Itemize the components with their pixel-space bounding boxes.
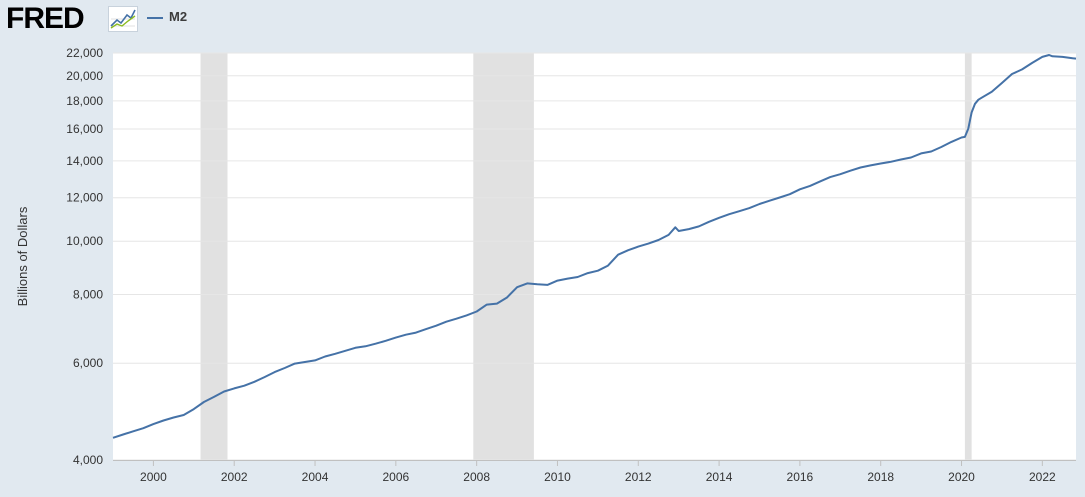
y-tick-label: 22,000 <box>66 46 103 60</box>
y-tick-label: 12,000 <box>66 191 103 205</box>
y-tick-label: 10,000 <box>66 234 103 248</box>
y-tick-label: 4,000 <box>73 453 103 467</box>
x-tick-label: 2008 <box>463 470 490 484</box>
x-tick-label: 2006 <box>382 470 409 484</box>
chart-header: FRED M2 <box>0 0 1085 40</box>
y-tick-label: 20,000 <box>66 69 103 83</box>
series-line-m2 <box>112 54 1077 439</box>
x-tick-label: 2002 <box>221 470 248 484</box>
x-tick-label: 2020 <box>948 470 975 484</box>
x-tick-label: 2014 <box>706 470 733 484</box>
series-lines <box>112 54 1077 439</box>
x-tick-label: 2000 <box>140 470 167 484</box>
recession-band <box>200 53 228 460</box>
y-axis-title: Billions of Dollars <box>15 206 30 306</box>
y-axis: 4,000 6,000 8,000 10,000 12,000 14,000 16,000 1… <box>66 46 103 467</box>
fred-logo[interactable]: FRED <box>6 2 85 35</box>
chart-line-icon <box>108 6 138 32</box>
y-tick-label: 8,000 <box>73 288 103 302</box>
recession-band <box>964 53 972 460</box>
recession-band <box>473 53 534 460</box>
x-tick-label: 2012 <box>625 470 652 484</box>
x-axis: 2000 2002 2004 2006 2008 2010 2012 2014 2016 2018… <box>113 460 1076 484</box>
x-tick-label: 2016 <box>787 470 814 484</box>
y-tick-label: 14,000 <box>66 154 103 168</box>
x-tick-label: 2022 <box>1029 470 1056 484</box>
y-tick-label: 6,000 <box>73 356 103 370</box>
legend-swatch <box>147 17 163 19</box>
plot-area <box>113 53 1076 460</box>
recession-bands <box>200 53 972 460</box>
y-tick-label: 18,000 <box>66 94 103 108</box>
y-tick-label: 16,000 <box>66 122 103 136</box>
legend-label[interactable]: M2 <box>169 9 188 24</box>
x-tick-label: 2018 <box>867 470 894 484</box>
x-tick-label: 2010 <box>544 470 571 484</box>
x-tick-label: 2004 <box>302 470 329 484</box>
